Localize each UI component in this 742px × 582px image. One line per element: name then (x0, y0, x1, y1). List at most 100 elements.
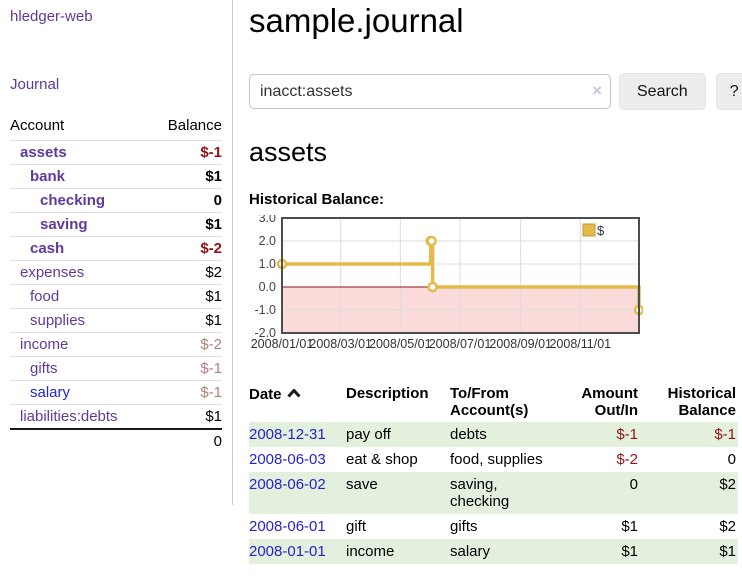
chart-title: Historical Balance: (249, 191, 385, 208)
transaction-balance: $1 (646, 539, 738, 564)
svg-text:0.0: 0.0 (259, 280, 276, 294)
account-balance: $2 (150, 260, 222, 285)
accounts-total-value: 0 (150, 428, 222, 453)
accounts-table: Account Balance assets $-1 bank $1 checking 0… (10, 114, 222, 453)
account-link[interactable]: income (20, 336, 69, 353)
account-balance: 0 (150, 188, 222, 213)
svg-text:2008/11/01: 2008/11/01 (549, 337, 611, 351)
register-table: Date Description To/From Account(s) Amou… (249, 382, 738, 564)
account-row: gifts $-1 (10, 356, 222, 381)
account-balance: $-2 (150, 236, 222, 261)
account-balance: $-1 (150, 380, 222, 405)
account-link[interactable]: checking (40, 192, 106, 209)
account-column-header: Account (10, 117, 65, 134)
balance-column-header: Balance (167, 117, 222, 134)
account-balance: $1 (150, 164, 222, 189)
help-button[interactable]: ? (715, 73, 742, 110)
transaction-date-link[interactable]: 2008-06-02 (249, 476, 326, 493)
transaction-balance: $2 (719, 518, 736, 535)
transaction-balance: 0 (727, 451, 736, 468)
account-link[interactable]: food (30, 288, 60, 305)
sidebar: hledger-web Journal Account Balance asse… (0, 0, 233, 505)
page-title: sample.journal (249, 2, 464, 39)
accounts-table-body: assets $-1 bank $1 checking 0 saving $1 cash $-2 e… (10, 140, 222, 429)
svg-text:-1.0: -1.0 (254, 303, 276, 317)
account-row: supplies $1 (10, 308, 222, 333)
clear-search-icon[interactable]: × (592, 81, 602, 100)
svg-text:2008/09/01: 2008/09/01 (489, 337, 552, 351)
svg-text:2.0: 2.0 (259, 234, 276, 248)
account-row: cash $-2 (10, 236, 222, 261)
transaction-accounts: food, supplies (450, 451, 543, 468)
account-row: saving $1 (10, 212, 222, 237)
account-balance: $1 (150, 284, 222, 309)
transaction-accounts: salary (450, 539, 562, 564)
account-row: checking 0 (10, 188, 222, 213)
register-header-row: Date Description To/From Account(s) Amou… (249, 382, 738, 422)
search-form: × Search ? (249, 73, 742, 110)
transaction-amount: $1 (621, 518, 638, 535)
transaction-date-link[interactable]: 2008-06-03 (249, 451, 326, 468)
search-input[interactable] (249, 74, 611, 109)
svg-text:3.0: 3.0 (259, 215, 276, 225)
account-heading: assets (249, 137, 328, 167)
svg-text:2008/07/01: 2008/07/01 (429, 337, 492, 351)
account-row: income $-2 (10, 332, 222, 357)
accounts-header-row: Account Balance (10, 114, 222, 141)
register-table-body: 2008-12-31 pay off debts $-1 $-1 2008-06-03 ea… (249, 422, 738, 564)
chevron-up-icon (286, 385, 301, 402)
svg-text:-2.0: -2.0 (254, 326, 276, 340)
app-window: hledger-web Journal Account Balance asse… (0, 0, 742, 564)
search-button[interactable]: Search (619, 73, 706, 110)
account-link[interactable]: liabilities:debts (20, 408, 118, 425)
column-header-balance: Historical Balance (667, 385, 736, 419)
transaction-amount: $-1 (562, 422, 646, 447)
svg-text:2008/01/01: 2008/01/01 (251, 337, 314, 351)
account-balance: $1 (150, 212, 222, 237)
transaction-description: gift (346, 518, 367, 535)
account-row: salary $-1 (10, 380, 222, 405)
transaction-description: save (346, 472, 450, 514)
account-link[interactable]: salary (30, 384, 71, 401)
account-balance: $-1 (150, 356, 222, 381)
transaction-description: pay off (346, 422, 450, 447)
transaction-date-link[interactable]: 2008-12-31 (249, 426, 326, 443)
account-balance: $1 (150, 404, 222, 429)
transaction-row: 2008-06-01 gift gifts $1 $2 (249, 514, 738, 539)
account-balance: $-2 (150, 332, 222, 357)
transaction-balance: $-1 (646, 422, 738, 447)
transaction-row: 2008-06-02 save saving, checking 0 $2 (249, 472, 738, 514)
transaction-date-link[interactable]: 2008-01-01 (249, 543, 326, 560)
account-link[interactable]: assets (20, 144, 67, 161)
account-link[interactable]: bank (30, 168, 66, 185)
svg-text:2008/03/01: 2008/03/01 (309, 337, 372, 351)
svg-text:$: $ (597, 223, 605, 238)
transaction-amount: $1 (562, 539, 646, 564)
column-header-date[interactable]: Date (249, 382, 346, 422)
accounts-total-row: 0 (10, 428, 222, 453)
transaction-date-link[interactable]: 2008-06-01 (249, 518, 326, 535)
account-balance: $-1 (150, 140, 222, 165)
account-row: food $1 (10, 284, 222, 309)
account-row: expenses $2 (10, 260, 222, 285)
balance-chart-svg: 3.0 2.0 1.0 0.0 -1.0 -2.02008/01/012008/03/01… (251, 211, 645, 351)
account-link[interactable]: gifts (30, 360, 58, 377)
account-link[interactable]: saving (40, 216, 88, 233)
column-header-amount: Amount Out/In (581, 385, 638, 419)
transaction-amount: 0 (562, 472, 646, 514)
transaction-balance: $2 (646, 472, 738, 514)
main-content: sample.journal × Search ? assets Histori… (233, 0, 742, 564)
account-row: liabilities:debts $1 (10, 404, 222, 429)
transaction-row: 2008-01-01 income salary $1 $1 (249, 539, 738, 564)
search-input-wrap: × (249, 74, 611, 109)
account-balance: $1 (150, 308, 222, 333)
sidebar-item-journal[interactable]: Journal (10, 76, 60, 93)
account-link[interactable]: cash (30, 240, 65, 257)
account-row: assets $-1 (10, 140, 222, 165)
account-link[interactable]: supplies (30, 312, 86, 329)
account-link[interactable]: expenses (20, 264, 85, 281)
transaction-accounts: debts (450, 422, 562, 447)
column-header-accounts: To/From Account(s) (450, 385, 529, 419)
svg-text:2008/05/01: 2008/05/01 (369, 337, 432, 351)
balance-chart: 3.0 2.0 1.0 0.0 -1.0 -2.0 2008/01/01 2008/03/01… (249, 211, 742, 360)
